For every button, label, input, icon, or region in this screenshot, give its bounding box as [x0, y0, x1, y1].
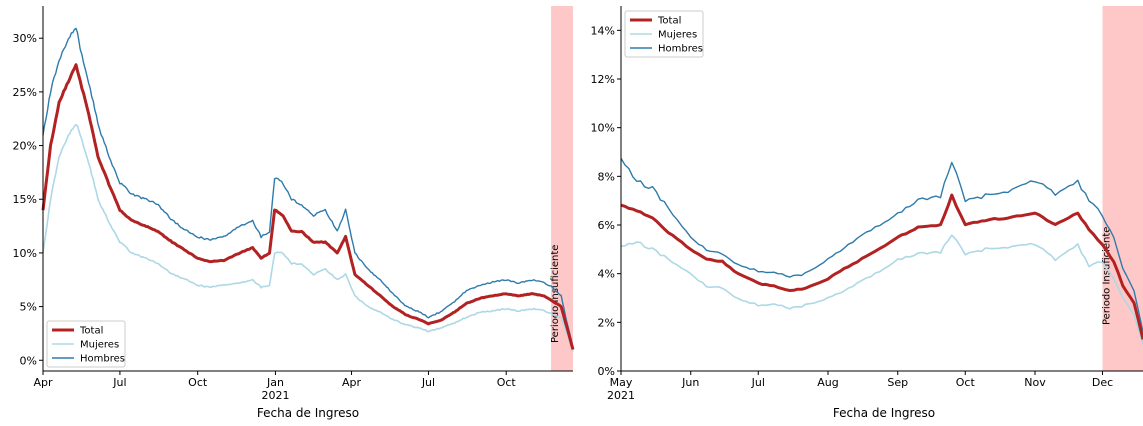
- y-tick-label: 0%: [598, 365, 615, 378]
- x-tick-label: Oct: [497, 376, 517, 389]
- x-tick-label: May: [610, 376, 633, 389]
- y-tick-label: 0%: [20, 354, 37, 367]
- y-tick-label: 2%: [598, 316, 615, 329]
- shaded-region-label: Periodo Insuficiente: [550, 245, 561, 343]
- y-tick-label: 8%: [598, 170, 615, 183]
- x-tick-label: Jun: [681, 376, 699, 389]
- y-tick-label: 25%: [13, 86, 37, 99]
- x-tick-label: Nov: [1024, 376, 1046, 389]
- x-tick-label: Apr: [33, 376, 53, 389]
- y-tick-label: 4%: [598, 268, 615, 281]
- y-tick-label: 6%: [598, 219, 615, 232]
- x-axis-title: Fecha de Ingreso: [257, 406, 359, 420]
- series-line-total: [620, 193, 1143, 340]
- x-tick-label: Jan: [266, 376, 284, 389]
- series-line-total: [41, 63, 575, 350]
- x-tick-label: Jul: [112, 376, 126, 389]
- shaded-region: [551, 6, 573, 371]
- series-line-mujeres: [42, 123, 574, 352]
- x-tick-label: Apr: [342, 376, 362, 389]
- x-axis-title: Fecha de Ingreso: [833, 406, 935, 420]
- series-line-mujeres: [620, 234, 1143, 345]
- x-tick-label: Sep: [887, 376, 908, 389]
- right-chart: Periodo Insuficiente 0% 2% 4% 6% 8% 10% 12% 14% M…: [591, 6, 1143, 420]
- x-tick-label: Jul: [421, 376, 435, 389]
- y-tick-label: 5%: [20, 301, 37, 314]
- legend: [624, 10, 704, 58]
- x-tick-label: Jul: [751, 376, 765, 389]
- x-year-label: 2021: [607, 389, 635, 402]
- legend-label: Total: [79, 326, 103, 337]
- legend-label: Mujeres: [658, 30, 697, 41]
- x-year-label: 2021: [261, 389, 289, 402]
- legend-label: Mujeres: [80, 340, 119, 351]
- y-tick-label: 15%: [13, 193, 37, 206]
- series-line-hombres: [42, 27, 574, 348]
- left-chart: Periodo Insuficiente 0% 5% 10% 15% 20% 25% 30% A…: [13, 6, 575, 420]
- legend: [46, 320, 126, 368]
- x-tick-label: Dec: [1092, 376, 1113, 389]
- legend-label: Total: [657, 16, 681, 27]
- y-tick-label: 30%: [13, 32, 37, 45]
- shaded-region-label: Periodo Insuficiente: [1102, 227, 1113, 325]
- x-tick-label: Oct: [188, 376, 208, 389]
- y-tick-label: 20%: [13, 140, 37, 153]
- y-tick-label: 10%: [591, 122, 615, 135]
- x-tick-label: Oct: [956, 376, 976, 389]
- legend-label: Hombres: [658, 44, 703, 55]
- x-tick-label: Aug: [817, 376, 838, 389]
- series-line-hombres: [620, 157, 1143, 333]
- y-tick-label: 10%: [13, 247, 37, 260]
- y-tick-label: 12%: [591, 73, 615, 86]
- legend-label: Hombres: [80, 354, 125, 365]
- y-tick-label: 14%: [591, 24, 615, 37]
